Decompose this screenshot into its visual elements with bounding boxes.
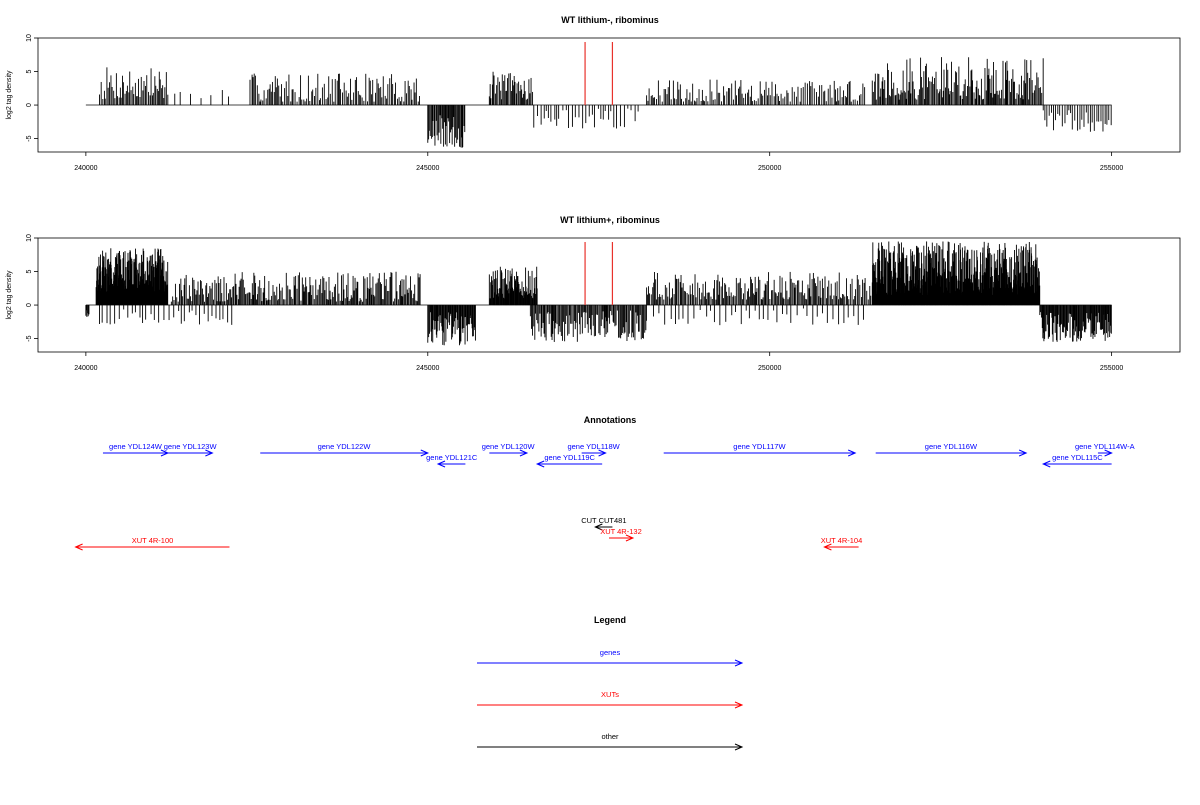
arrow-head bbox=[535, 460, 545, 468]
signal-bars bbox=[85, 241, 1112, 346]
feature-arrows: gene YDL124W gene YDL123W gene YDL122W gene… bbox=[74, 442, 1135, 551]
x-tick-label: 250000 bbox=[758, 365, 781, 372]
feature-arrow: XUT 4R-100 bbox=[74, 536, 230, 551]
arrow-head bbox=[1018, 449, 1028, 457]
x-axis: 240000 245000 250000 255000 bbox=[74, 152, 1123, 172]
marker-lines bbox=[584, 42, 614, 106]
legend-title: Legend bbox=[594, 615, 626, 625]
feature-arrow: gene YDL124W bbox=[102, 442, 170, 457]
feature-arrow: gene YDL123W bbox=[164, 442, 218, 457]
track-panel-lithium-plus: WT lithium+, ribominus log2 tag density … bbox=[6, 215, 1181, 372]
legend-item: XUTs bbox=[477, 690, 744, 709]
x-tick-label: 250000 bbox=[758, 165, 781, 172]
feature-label: gene YDL119C bbox=[544, 453, 595, 462]
feature-label: gene YDL117W bbox=[733, 442, 786, 451]
y-tick-label: 10 bbox=[26, 34, 33, 42]
plot-frame bbox=[37, 37, 1181, 153]
arrow-head bbox=[625, 534, 635, 542]
feature-arrow: gene YDL118W bbox=[567, 442, 621, 457]
y-tick-label: 5 bbox=[26, 69, 33, 73]
feature-label: gene YDL123W bbox=[164, 442, 218, 451]
feature-arrow: gene YDL119C bbox=[535, 453, 603, 468]
legend-label: other bbox=[601, 732, 619, 741]
legend-items: genes XUTs other bbox=[477, 648, 744, 751]
x-tick-label: 240000 bbox=[74, 365, 97, 372]
legend-panel: Legend genes XUTs other bbox=[477, 615, 744, 751]
arrow-head bbox=[205, 449, 214, 457]
x-tick-label: 245000 bbox=[416, 165, 439, 172]
feature-arrow: CUT CUT481 bbox=[581, 516, 627, 531]
y-tick-label: 10 bbox=[26, 234, 33, 242]
legend-item: other bbox=[477, 732, 744, 751]
arrow-head bbox=[734, 701, 744, 709]
feature-label: gene YDL116W bbox=[925, 442, 978, 451]
x-tick-label: 255000 bbox=[1100, 365, 1123, 372]
feature-label: gene YDL122W bbox=[318, 442, 372, 451]
feature-label: XUT 4R-104 bbox=[821, 536, 863, 545]
feature-arrow: gene YDL116W bbox=[875, 442, 1028, 457]
y-axis: -5 0 5 10 bbox=[26, 234, 38, 342]
feature-label: XUT 4R-100 bbox=[132, 536, 174, 545]
feature-arrow: XUT 4R-132 bbox=[600, 527, 642, 542]
arrow-head bbox=[594, 523, 603, 531]
x-axis: 240000 245000 250000 255000 bbox=[74, 352, 1123, 372]
feature-label: gene YDL115C bbox=[1052, 453, 1103, 462]
legend-label: XUTs bbox=[601, 690, 619, 699]
panel-title: WT lithium+, ribominus bbox=[560, 215, 660, 225]
y-tick-label: 0 bbox=[26, 103, 33, 107]
feature-label: gene YDL114W-A bbox=[1075, 442, 1135, 451]
feature-arrow: gene YDL120W bbox=[482, 442, 536, 457]
marker-lines bbox=[584, 242, 614, 306]
feature-arrow: gene YDL117W bbox=[663, 442, 857, 457]
track-panel-lithium-minus: WT lithium-, ribominus log2 tag density … bbox=[6, 15, 1181, 172]
arrow-head bbox=[519, 449, 529, 457]
y-tick-label: 0 bbox=[26, 303, 33, 307]
legend-label: genes bbox=[600, 648, 621, 657]
arrow-head bbox=[1104, 449, 1113, 457]
plot-frame bbox=[37, 237, 1181, 353]
feature-label: gene YDL120W bbox=[482, 442, 536, 451]
feature-arrow: gene YDL122W bbox=[260, 442, 430, 457]
x-tick-label: 245000 bbox=[416, 365, 439, 372]
y-axis: -5 0 5 10 bbox=[26, 34, 38, 142]
feature-label: CUT CUT481 bbox=[581, 516, 626, 525]
y-axis-label: log2 tag density bbox=[6, 70, 13, 120]
feature-arrow: gene YDL115C bbox=[1041, 453, 1112, 468]
annotations-title: Annotations bbox=[584, 415, 637, 425]
x-tick-label: 240000 bbox=[74, 165, 97, 172]
arrow-head bbox=[734, 659, 744, 667]
y-axis-label: log2 tag density bbox=[6, 270, 13, 320]
feature-arrow: XUT 4R-104 bbox=[821, 536, 863, 551]
panel-title: WT lithium-, ribominus bbox=[561, 15, 659, 25]
feature-arrow: gene YDL121C bbox=[426, 453, 478, 468]
feature-label: gene YDL121C bbox=[426, 453, 478, 462]
annotations-panel: Annotations gene YDL124W gene YDL123W gene… bbox=[74, 415, 1135, 551]
arrow-head bbox=[823, 543, 832, 551]
arrow-head bbox=[420, 449, 430, 457]
feature-label: gene YDL118W bbox=[567, 442, 620, 451]
arrow-head bbox=[74, 543, 83, 551]
arrow-head bbox=[436, 460, 446, 468]
arrow-head bbox=[847, 449, 857, 457]
arrow-head bbox=[598, 449, 607, 457]
arrow-head bbox=[734, 743, 744, 751]
y-tick-label: -5 bbox=[26, 135, 33, 141]
legend-item: genes bbox=[477, 648, 744, 667]
signal-bars bbox=[85, 57, 1112, 148]
arrow-head bbox=[1041, 460, 1051, 468]
feature-label: XUT 4R-132 bbox=[600, 527, 642, 536]
y-tick-label: -5 bbox=[26, 335, 33, 341]
feature-arrow: gene YDL114W-A bbox=[1075, 442, 1135, 457]
feature-label: gene YDL124W bbox=[109, 442, 163, 451]
x-tick-label: 255000 bbox=[1100, 165, 1123, 172]
y-tick-label: 5 bbox=[26, 269, 33, 273]
